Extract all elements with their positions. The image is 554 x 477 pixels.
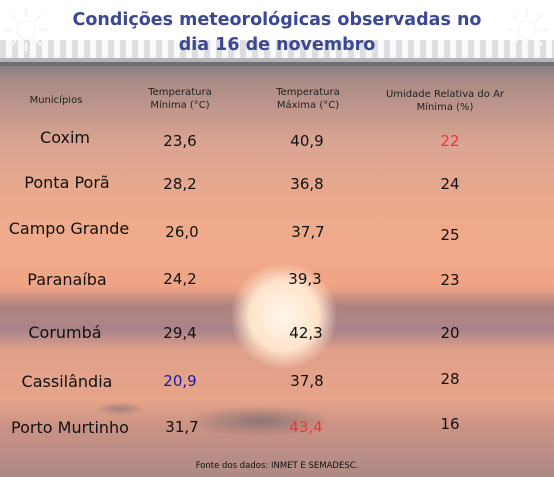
column-header-temperatura-maxima: Temperatura Máxima (°C) [276, 87, 340, 111]
background-island-small [95, 402, 145, 416]
column-header-municipios: Municípios [29, 95, 83, 106]
row-umidade: 25 [440, 226, 460, 244]
row-umidade: 24 [440, 175, 460, 193]
row-tmax: 37,8 [290, 372, 324, 390]
row-municipio: Coxim [40, 128, 90, 147]
column-header-temperatura-minima: Temperatura Mínima (°C) [148, 87, 212, 111]
row-tmin: 20,9 [163, 372, 197, 390]
row-umidade: 16 [440, 415, 460, 433]
data-source-footer: Fonte dos dados: INMET E SEMADESC. [195, 461, 359, 471]
row-tmin: 23,6 [163, 132, 197, 150]
row-municipio: Cassilândia [21, 372, 113, 391]
sun-icon [4, 8, 48, 52]
row-tmin: 29,4 [163, 324, 197, 342]
background-island [185, 405, 335, 437]
row-tmin: 28,2 [163, 175, 197, 193]
row-tmin: 31,7 [165, 418, 199, 436]
row-umidade: 28 [440, 370, 460, 388]
background-bridge [0, 40, 554, 58]
page-title: Condições meteorológicas observadas no d… [72, 10, 482, 55]
row-municipio: Paranaíba [27, 270, 107, 289]
row-umidade: 23 [440, 271, 460, 289]
background-sun [230, 262, 338, 370]
row-tmin: 24,2 [163, 270, 197, 288]
row-municipio: Porto Murtinho [11, 418, 129, 437]
row-tmax: 43,4 [289, 418, 323, 436]
background-bridge-shadow [0, 58, 554, 66]
row-tmax: 37,7 [291, 223, 325, 241]
column-header-umidade: Umidade Relativa do Ar Mínima (%) [385, 89, 505, 113]
row-tmin: 26,0 [165, 223, 199, 241]
row-tmax: 40,9 [290, 132, 324, 150]
sun-icon [505, 8, 549, 52]
row-municipio: Ponta Porã [24, 173, 110, 192]
row-umidade: 20 [440, 324, 460, 342]
row-tmax: 39,3 [288, 270, 322, 288]
row-umidade: 22 [440, 132, 460, 150]
row-tmax: 36,8 [290, 175, 324, 193]
row-municipio: Corumbá [28, 323, 102, 342]
row-municipio: Campo Grande [8, 219, 130, 238]
row-tmax: 42,3 [289, 324, 323, 342]
